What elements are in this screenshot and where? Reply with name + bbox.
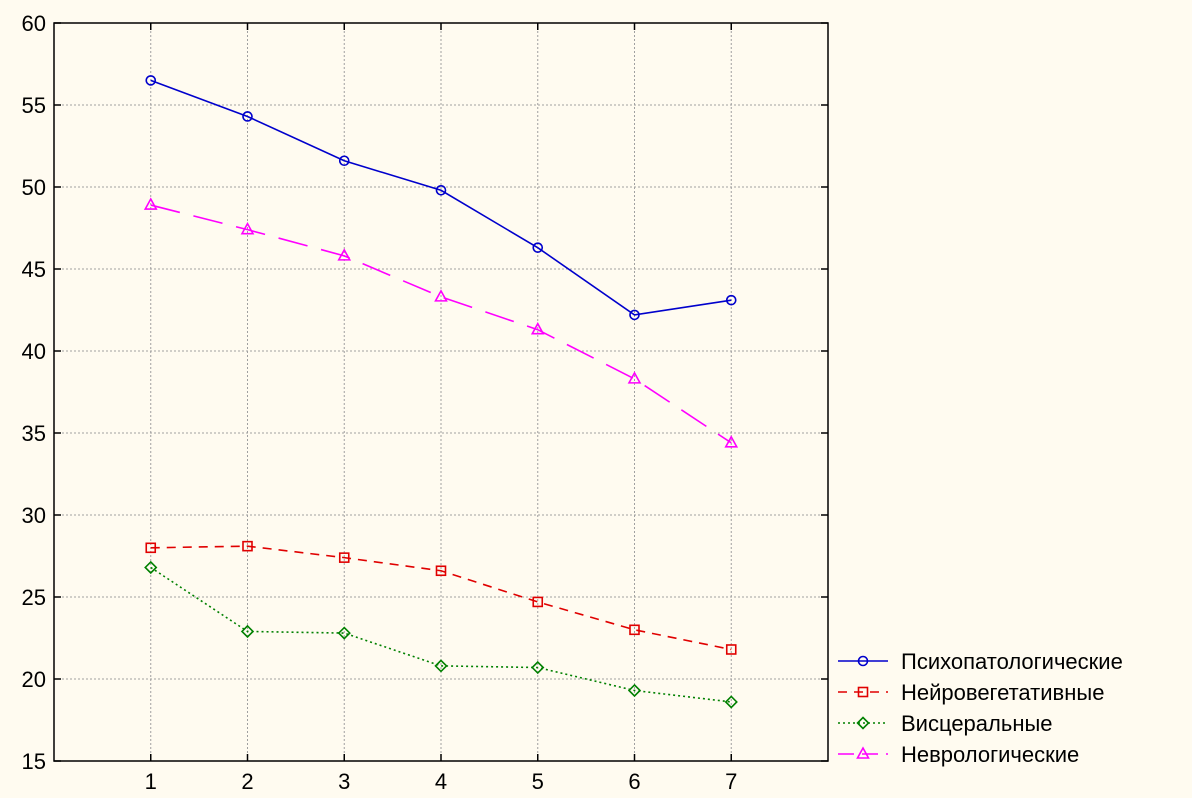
data-point-square: [145, 542, 157, 554]
legend-marker-circle: [857, 655, 869, 667]
legend-label: Висцеральные: [901, 711, 1053, 736]
data-point-triangle: [530, 322, 545, 335]
legend-label: Неврологические: [901, 742, 1079, 767]
data-point-circle: [725, 294, 737, 306]
data-point-triangle: [724, 435, 739, 448]
legend-marker-diamond: [856, 716, 870, 730]
data-point-triangle: [143, 197, 158, 210]
data-point-diamond: [337, 626, 351, 640]
legend-label: Психопатологические: [901, 649, 1123, 674]
data-point-square: [629, 624, 640, 636]
series-square: [145, 540, 737, 655]
data-point-diamond: [144, 560, 158, 575]
y-tick-label: 50: [22, 175, 46, 200]
y-tick-label: 60: [22, 11, 46, 36]
data-point-triangle: [434, 289, 448, 302]
data-point-square: [532, 596, 544, 608]
series-diamond: [144, 560, 738, 709]
data-point-circle: [435, 184, 447, 196]
data-point-circle: [145, 75, 157, 86]
y-tick-label: 15: [22, 749, 46, 774]
data-point-diamond: [724, 695, 738, 709]
x-tick-label: 2: [241, 769, 253, 794]
data-point-circle: [532, 242, 544, 253]
data-point-square: [725, 644, 737, 655]
series-layer: [143, 75, 739, 709]
y-tick-label: 20: [22, 667, 46, 692]
data-point-diamond: [531, 660, 545, 675]
series-line: [150, 566, 732, 703]
series-line: [150, 545, 732, 651]
y-tick-label: 55: [22, 93, 46, 118]
series-line: [150, 204, 732, 444]
legend-marker-triangle: [856, 746, 870, 759]
series-triangle: [143, 197, 739, 448]
legend-label: Нейровегетативные: [901, 680, 1104, 705]
data-point-circle: [242, 111, 253, 122]
grid-lines: [54, 23, 828, 761]
data-point-diamond: [240, 624, 255, 639]
series-circle: [145, 75, 737, 321]
data-point-triangle: [627, 371, 642, 384]
data-point-triangle: [337, 248, 352, 261]
data-point-circle: [338, 155, 350, 167]
y-tick-label: 40: [22, 339, 46, 364]
x-tick-label: 7: [725, 769, 737, 794]
y-tick-label: 25: [22, 585, 46, 610]
data-point-square: [242, 540, 253, 552]
x-tick-label: 5: [532, 769, 544, 794]
y-tick-label: 45: [22, 257, 46, 282]
x-tick-label: 4: [435, 769, 447, 794]
x-tick-label: 1: [145, 769, 157, 794]
data-point-diamond: [627, 683, 642, 698]
data-point-square: [435, 565, 447, 577]
data-point-circle: [629, 309, 640, 321]
data-point-triangle: [240, 221, 255, 235]
data-point-diamond: [434, 659, 448, 673]
y-tick-label: 35: [22, 421, 46, 446]
y-tick-label: 30: [22, 503, 46, 528]
series-line: [150, 79, 732, 316]
x-tick-label: 3: [338, 769, 350, 794]
legend: Психопатологические Нейровегетативные Висц…: [838, 649, 1123, 767]
x-tick-label: 6: [628, 769, 640, 794]
legend-marker-square: [857, 686, 869, 698]
data-point-square: [338, 552, 350, 563]
